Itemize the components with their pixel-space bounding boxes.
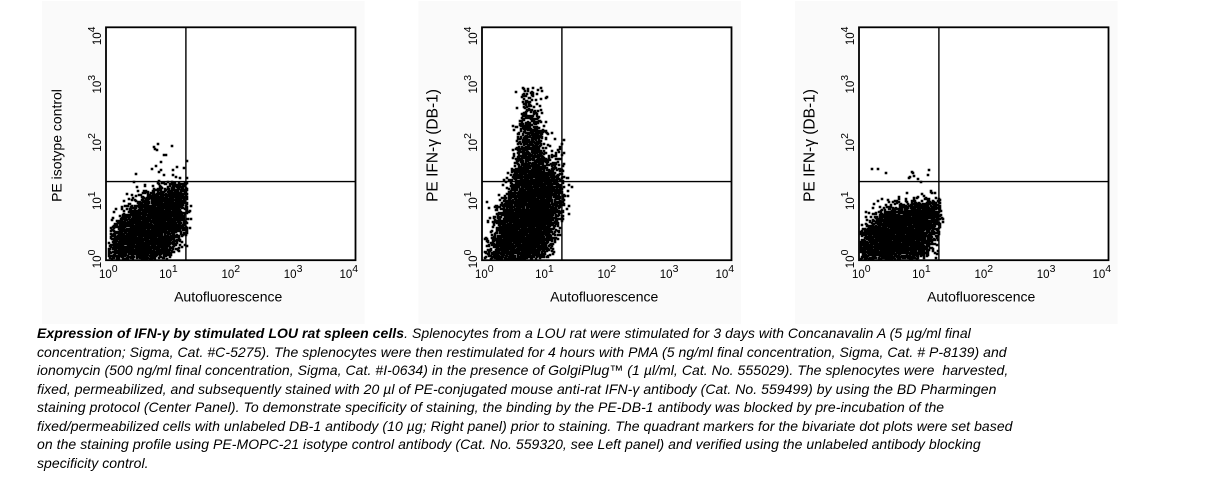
svg-text:PE isotype control: PE isotype control — [49, 89, 65, 202]
svg-text:PE IFN-γ (DB-1): PE IFN-γ (DB-1) — [425, 89, 442, 202]
svg-text:Autofluorescence: Autofluorescence — [174, 288, 282, 304]
svg-text:PE IFN-γ (DB-1): PE IFN-γ (DB-1) — [802, 89, 819, 202]
svg-text:Autofluorescence: Autofluorescence — [927, 288, 1035, 304]
svg-text:Autofluorescence: Autofluorescence — [550, 288, 658, 304]
